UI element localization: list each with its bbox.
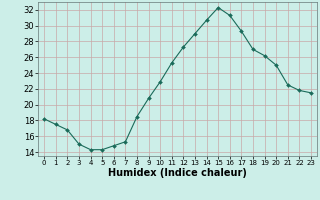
X-axis label: Humidex (Indice chaleur): Humidex (Indice chaleur): [108, 168, 247, 178]
